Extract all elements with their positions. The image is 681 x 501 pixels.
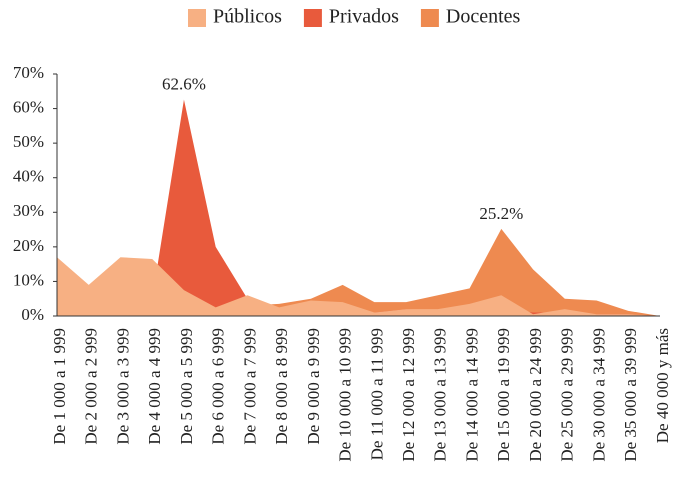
x-tick-label: De 2 000 a 2 999 — [82, 328, 101, 445]
x-tick-label: De 6 000 a 6 999 — [209, 328, 228, 445]
x-tick-label: De 20 000 a 24 999 — [526, 328, 545, 462]
y-tick-label: 50% — [13, 132, 44, 151]
x-tick-label: De 10 000 a 10 999 — [336, 328, 355, 462]
legend-swatch — [188, 9, 206, 27]
x-tick-label: De 13 000 a 13 999 — [431, 328, 450, 462]
area — [57, 228, 660, 316]
y-tick-label: 10% — [13, 270, 44, 289]
legend-label: Privados — [329, 6, 399, 28]
x-tick-label: De 3 000 a 3 999 — [113, 328, 132, 445]
x-tick-label: De 15 000 a 19 999 — [494, 328, 513, 462]
legend-swatch — [420, 9, 439, 27]
x-tick-label: De 12 000 a 12 999 — [399, 328, 418, 462]
y-tick-label: 60% — [13, 97, 44, 116]
y-tick-label: 70% — [13, 63, 44, 82]
x-tick-label: De 11 000 a 11 999 — [367, 328, 386, 460]
x-tick-label: De 5 000 a 5 999 — [177, 328, 196, 445]
x-tick-label: De 1 000 a 1 999 — [50, 328, 69, 445]
area — [57, 99, 660, 316]
x-tick-label: De 9 000 a 9 999 — [304, 328, 323, 445]
x-tick-label: De 40 000 y más — [653, 328, 672, 443]
y-tick-label: 0% — [21, 305, 44, 324]
x-tick-label: De 7 000 a 7 999 — [240, 328, 259, 445]
legend-label: Públicos — [213, 6, 282, 28]
x-tick-label: De 35 000 a 39 999 — [621, 328, 640, 462]
y-tick-label: 20% — [13, 236, 44, 255]
x-tick-label: De 25 000 a 29 999 — [558, 328, 577, 462]
legend-label: Docentes — [446, 6, 521, 28]
x-tick-label: De 8 000 a 8 999 — [272, 328, 291, 445]
area — [57, 257, 660, 316]
legend: Públicos Privados Docentes — [188, 6, 521, 28]
data-label: 62.6% — [162, 74, 206, 93]
y-tick-label: 30% — [13, 201, 44, 220]
legend-swatch — [303, 9, 322, 27]
x-tick-label: De 14 000 a 14 999 — [462, 328, 481, 462]
x-tick-label: De 4 000 a 4 999 — [145, 328, 164, 445]
x-tick-label: De 30 000 a 34 999 — [589, 328, 608, 462]
data-label: 25.2% — [479, 204, 523, 223]
y-tick-label: 40% — [13, 167, 44, 186]
